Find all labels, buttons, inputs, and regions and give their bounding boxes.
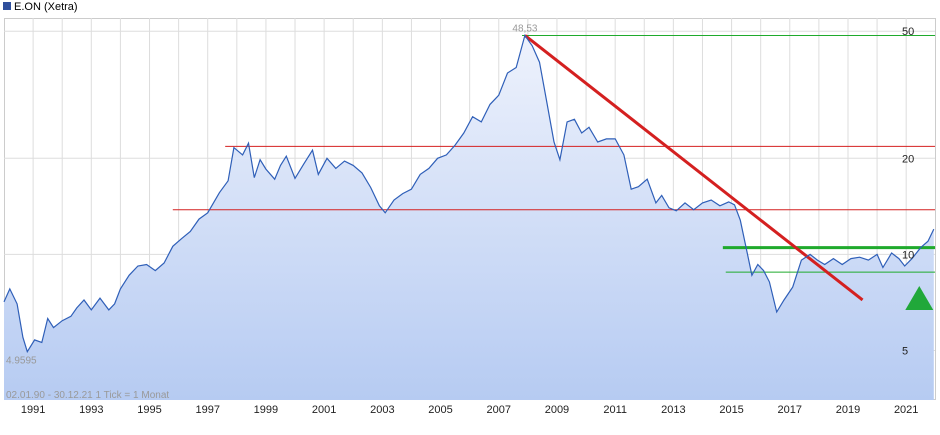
- y-tick-label: 20: [902, 153, 914, 165]
- x-tick-label: 2013: [661, 404, 685, 416]
- min-label: 4.9595: [6, 356, 37, 367]
- x-tick-label: 2011: [603, 404, 627, 416]
- x-tick-label: 1991: [21, 404, 45, 416]
- downtrend-line: [524, 34, 864, 302]
- y-tick-label: 10: [902, 249, 914, 261]
- up-arrow-marker: [905, 285, 934, 310]
- x-tick-label: 2003: [370, 404, 394, 416]
- level-lines: [172, 34, 935, 273]
- x-tick-label: 1993: [79, 404, 103, 416]
- chart-title: E.ON (Xetra): [14, 1, 78, 13]
- legend-square: [3, 2, 11, 10]
- x-tick-label: 2019: [836, 404, 860, 416]
- price-line: [3, 34, 935, 354]
- x-tick-label: 1997: [195, 404, 219, 416]
- x-tick-label: 2009: [545, 404, 569, 416]
- x-tick-label: 2001: [312, 404, 336, 416]
- y-tick-label: 5: [902, 346, 908, 358]
- x-tick-label: 2015: [719, 404, 743, 416]
- x-axis: 1991 1993 1995 1997 1999 2001 2003 2005 2007 2009…: [21, 404, 919, 416]
- y-axis: 5 10 20 50: [902, 26, 914, 357]
- x-tick-label: 2017: [778, 404, 802, 416]
- price-area: [4, 35, 934, 401]
- x-tick-label: 2007: [487, 404, 511, 416]
- y-tick-label: 50: [902, 26, 914, 38]
- x-tick-label: 2005: [428, 404, 452, 416]
- x-tick-label: 1995: [137, 404, 161, 416]
- x-tick-label: 2021: [894, 404, 918, 416]
- footnote: 02.01.90 - 30.12.21 1 Tick = 1 Monat: [6, 390, 169, 401]
- x-tick-label: 1999: [254, 404, 278, 416]
- max-label: 48,53: [512, 23, 537, 34]
